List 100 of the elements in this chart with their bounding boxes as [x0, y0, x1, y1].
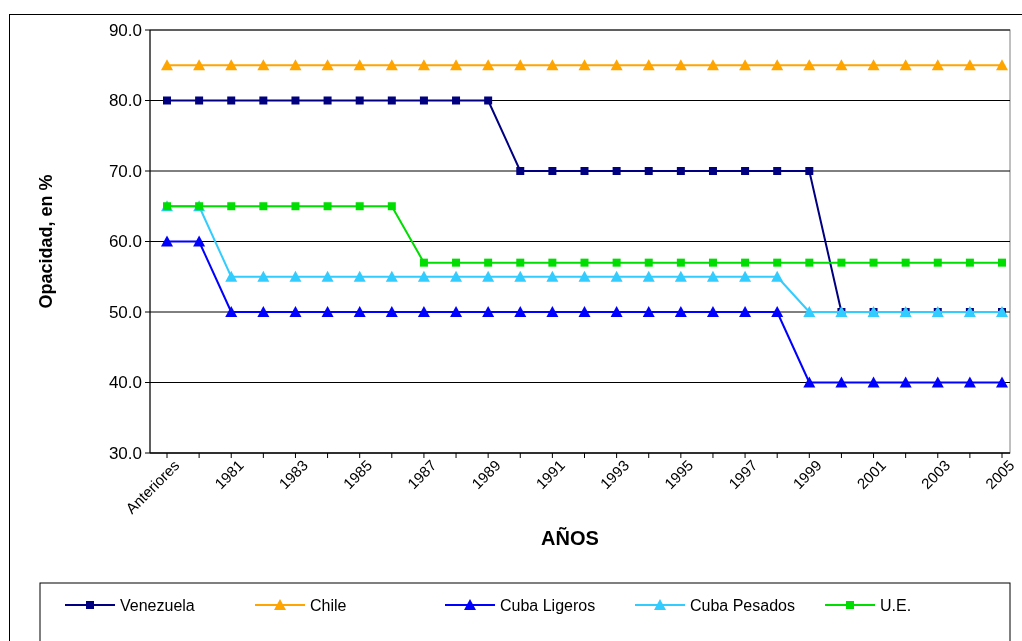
point [706, 270, 719, 282]
point [257, 59, 270, 71]
point [933, 258, 942, 267]
y-tick-label: 80.0 [108, 91, 142, 111]
point [514, 306, 527, 317]
point [514, 270, 527, 282]
point [259, 96, 268, 105]
point [516, 167, 525, 175]
point [355, 202, 364, 211]
point [835, 59, 848, 71]
point [998, 258, 1006, 267]
point [642, 306, 655, 317]
point [706, 306, 719, 317]
y-tick-label: 40.0 [108, 373, 142, 393]
point [291, 202, 300, 211]
point [867, 376, 880, 388]
point [323, 202, 332, 211]
point [289, 270, 302, 282]
point [578, 59, 591, 71]
point [484, 258, 493, 267]
point [803, 59, 816, 71]
point [546, 59, 559, 71]
point [259, 202, 268, 211]
point [257, 270, 270, 282]
point [899, 376, 912, 388]
point [773, 167, 782, 175]
point [417, 306, 430, 317]
point [417, 59, 430, 71]
point [452, 96, 461, 105]
point [161, 59, 173, 71]
point [773, 258, 782, 267]
point [385, 59, 398, 71]
point [546, 306, 559, 317]
y-tick-label: 30.0 [108, 443, 142, 463]
point [674, 306, 687, 317]
point [546, 270, 559, 282]
point [610, 59, 623, 71]
point [644, 258, 653, 267]
point [642, 270, 655, 282]
point [963, 59, 976, 71]
point [353, 270, 366, 282]
point [676, 167, 685, 175]
point [193, 235, 206, 247]
legend-label: Chile [310, 596, 347, 614]
x-axis-title: AÑOS [541, 527, 599, 549]
y-axis-title: Opacidad, en % [36, 174, 56, 309]
point [450, 270, 463, 282]
y-tick-label: 90.0 [108, 20, 142, 40]
point [225, 59, 238, 71]
point [321, 270, 334, 282]
point [771, 59, 784, 71]
point [452, 258, 461, 267]
point [417, 270, 430, 282]
point [610, 270, 623, 282]
point [355, 96, 364, 105]
point [612, 167, 621, 175]
point [706, 59, 719, 71]
point [674, 59, 687, 71]
point [387, 96, 396, 105]
point [805, 167, 814, 175]
point [195, 96, 204, 105]
point [516, 258, 525, 267]
point [899, 59, 912, 71]
point [227, 202, 236, 211]
point [996, 376, 1008, 388]
point [291, 96, 300, 105]
point [578, 306, 591, 317]
y-tick-label: 70.0 [108, 161, 142, 181]
point [931, 376, 944, 388]
point [163, 96, 171, 105]
point [385, 270, 398, 282]
point [321, 59, 334, 71]
point [805, 258, 814, 267]
point [867, 59, 880, 71]
legend-label: Venezuela [120, 596, 195, 614]
point [227, 96, 236, 105]
point [642, 59, 655, 71]
point [739, 306, 752, 317]
point [996, 59, 1008, 71]
point [869, 258, 878, 267]
point [353, 59, 366, 71]
point [289, 306, 302, 317]
point [739, 270, 752, 282]
point [901, 258, 910, 267]
point [419, 258, 428, 267]
point [612, 258, 621, 267]
legend-label: Cuba Pesados [690, 596, 795, 614]
point [674, 270, 687, 282]
point [803, 306, 816, 317]
point [161, 235, 173, 247]
point [385, 306, 398, 317]
point [225, 306, 238, 317]
point [193, 59, 206, 71]
point [578, 270, 591, 282]
point [482, 306, 495, 317]
point [963, 376, 976, 388]
point [257, 306, 270, 317]
point [548, 167, 557, 175]
y-tick-label: 50.0 [108, 302, 142, 322]
point [803, 376, 816, 388]
